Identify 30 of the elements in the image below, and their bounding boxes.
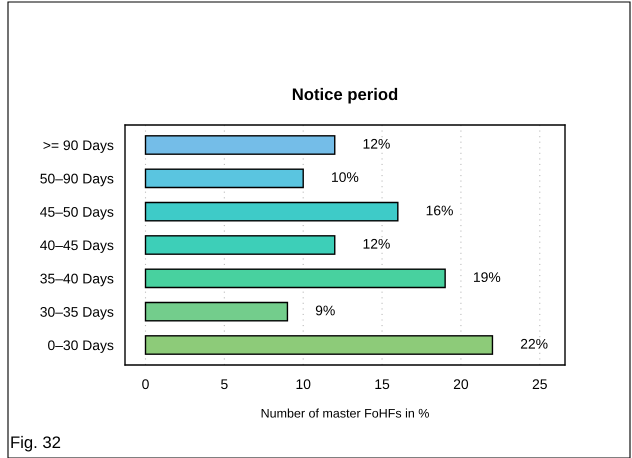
bar [144,302,288,322]
data-label: 16% [426,206,453,216]
x-tick-label: 10 [296,379,310,390]
data-label: 9% [316,306,335,316]
bar [144,268,446,288]
y-tick-label: 40–45 Days [40,240,114,253]
bar [144,135,336,155]
x-tick-label: 5 [221,379,228,390]
y-tick-label: 30–35 Days [40,307,114,320]
y-tick-label: 45–50 Days [40,207,114,220]
data-label: 12% [364,138,390,149]
x-tick-label: 25 [532,379,547,390]
bar [144,168,304,188]
caption: Fig. 32 [11,436,60,452]
y-tick-label: 50–90 Days [40,174,114,186]
data-label: 22% [520,338,548,349]
y-tick-label: 0–30 Days [48,340,114,353]
data-label: 10% [332,172,358,182]
y-tick-label: >= 90 Days [44,140,114,153]
x-axis-title: Number of master FoHFs in % [262,408,429,418]
y-tick-label: 35–40 Days [40,274,114,286]
bar [144,235,336,255]
x-tick-label: 20 [454,379,468,390]
data-label: 12% [364,238,390,249]
bar [144,335,494,355]
chart-title: Notice period [292,88,398,104]
data-label: 19% [474,272,500,282]
x-tick-label: 0 [142,379,149,390]
x-tick-label: 15 [375,379,390,390]
bar [144,202,399,222]
